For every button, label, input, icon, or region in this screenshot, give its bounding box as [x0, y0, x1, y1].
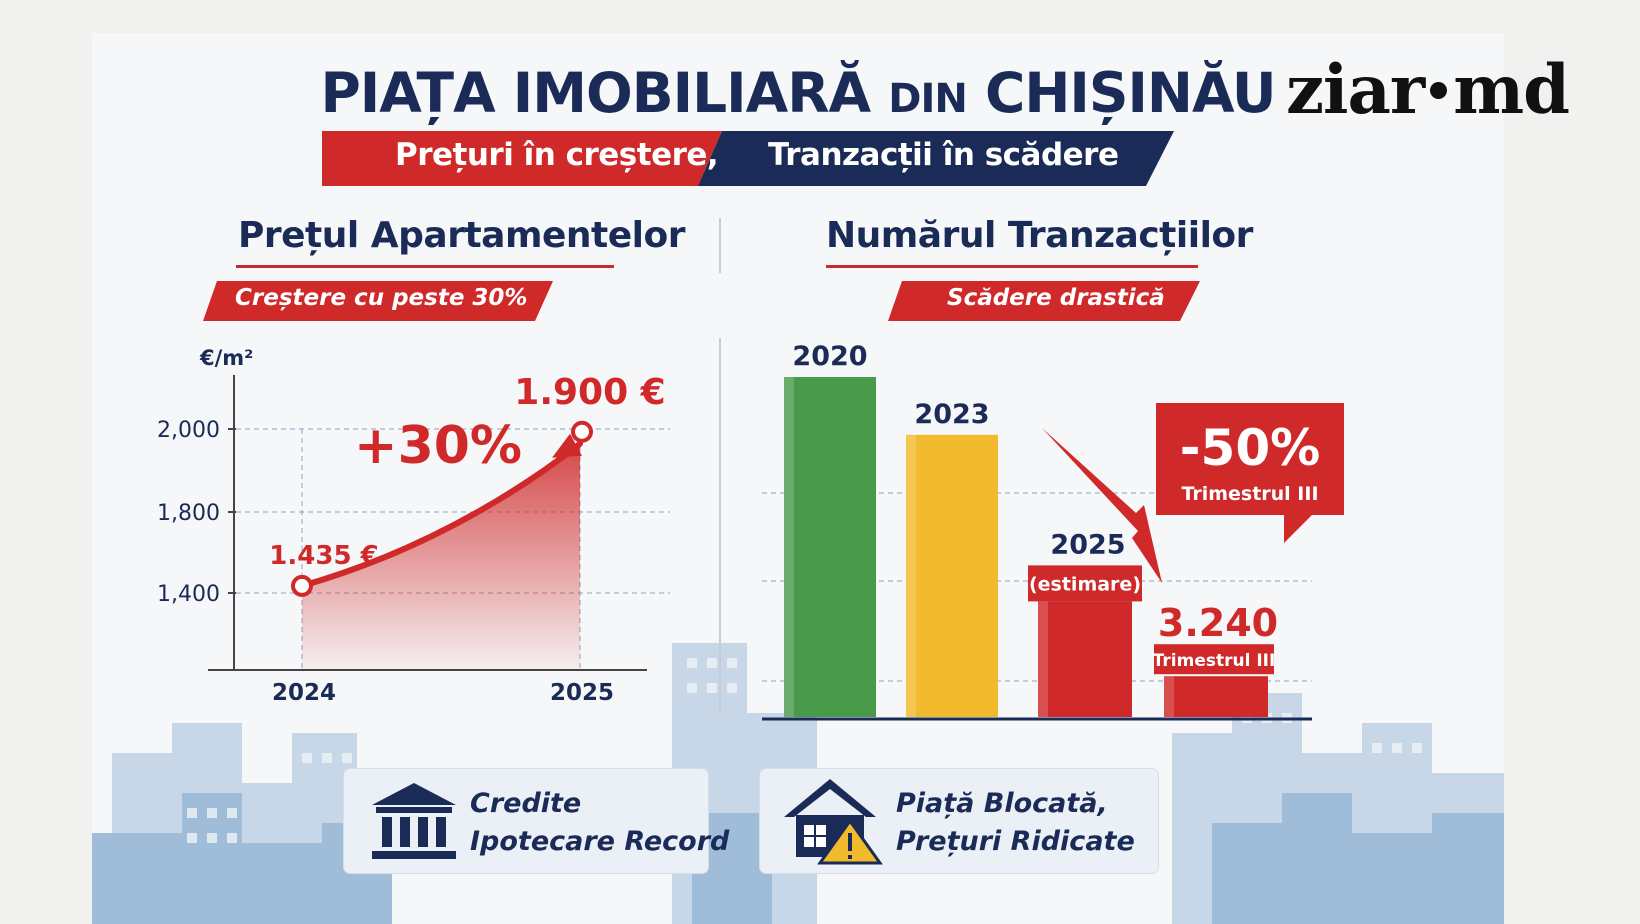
transactions-bar-note: (estimare) — [1029, 573, 1141, 595]
transactions-bar-note: Trimestrul III — [1153, 651, 1276, 671]
transactions-bar-label: 2025 — [1050, 529, 1125, 560]
price-y-tick-label: 1,400 — [157, 582, 220, 607]
price-x-tick-label: 2024 — [272, 680, 336, 706]
divider-top — [719, 218, 721, 273]
price-y-axis-label: €/m² — [199, 346, 253, 370]
subtitle-banner — [322, 131, 1174, 186]
logo-dot — [1430, 82, 1448, 99]
transactions-bar — [906, 434, 998, 717]
banner-right-text: Tranzacții în scădere — [768, 137, 1119, 173]
transactions-bar-chart: 2020 2023 2025 (estimare) 3.240 Trimestrul II… — [762, 341, 1344, 721]
page-title: PIAȚA IMOBILIARĂ DIN CHIȘINĂU — [320, 61, 1276, 125]
transactions-bar-label: 2020 — [792, 341, 867, 372]
price-data-label: 1.435 € — [269, 541, 378, 571]
transactions-note-box — [1028, 565, 1142, 602]
transactions-bar-value: 3.240 — [1158, 601, 1278, 645]
price-y-tick-label: 1,800 — [157, 501, 220, 526]
price-tag-bg — [203, 281, 553, 321]
price-data-point — [571, 420, 593, 443]
transactions-bar — [784, 377, 876, 717]
price-area-fill — [302, 443, 580, 670]
bank-icon — [372, 783, 456, 859]
transactions-tag-bg — [888, 281, 1200, 321]
transactions-bar — [1164, 676, 1268, 717]
infographic-card: PIAȚA IMOBILIARĂ DIN CHIȘINĂU Prețuri în… — [92, 33, 1504, 924]
house-warning-icon — [784, 779, 883, 865]
transactions-title-underline — [826, 265, 1198, 268]
decline-callout-value: -50% — [1180, 419, 1320, 477]
price-x-tick-label: 2025 — [550, 680, 614, 706]
market-info-text: Piață Blocată, Prețuri Ridicate — [896, 788, 1135, 857]
price-y-tick-label: 2,000 — [157, 418, 220, 443]
divider-bottom — [719, 338, 721, 713]
transactions-note-box — [1154, 644, 1274, 675]
mortgage-info-text: Credite Ipotecare Record — [470, 788, 730, 857]
price-data-label: 1.900 € — [514, 372, 665, 413]
decline-callout-box — [1156, 403, 1344, 543]
transactions-bar — [1038, 601, 1132, 717]
price-chart-subtitle: Creștere cu peste 30% — [235, 285, 528, 311]
price-change-annotation: +30% — [354, 416, 522, 476]
price-line-chart: €/m² 2,000 1,800 1,400 2024 2025 1.435 € 1.9… — [157, 346, 670, 706]
price-title-underline — [236, 265, 614, 268]
transactions-chart-title: Numărul Tranzacțiilor — [826, 215, 1253, 256]
transactions-bar-label: 2023 — [914, 399, 989, 430]
banner-left-text: Prețuri în creștere, — [395, 137, 719, 173]
price-chart-title: Prețul Apartamentelor — [238, 215, 685, 256]
decline-callout-label: Trimestrul III — [1181, 483, 1318, 505]
price-arrowhead — [552, 433, 582, 458]
price-series-line — [299, 440, 583, 589]
transactions-chart-subtitle: Scădere drastică — [947, 285, 1165, 311]
price-data-point — [291, 574, 313, 597]
ziar-md-logo[interactable]: ziar md — [1286, 50, 1570, 129]
